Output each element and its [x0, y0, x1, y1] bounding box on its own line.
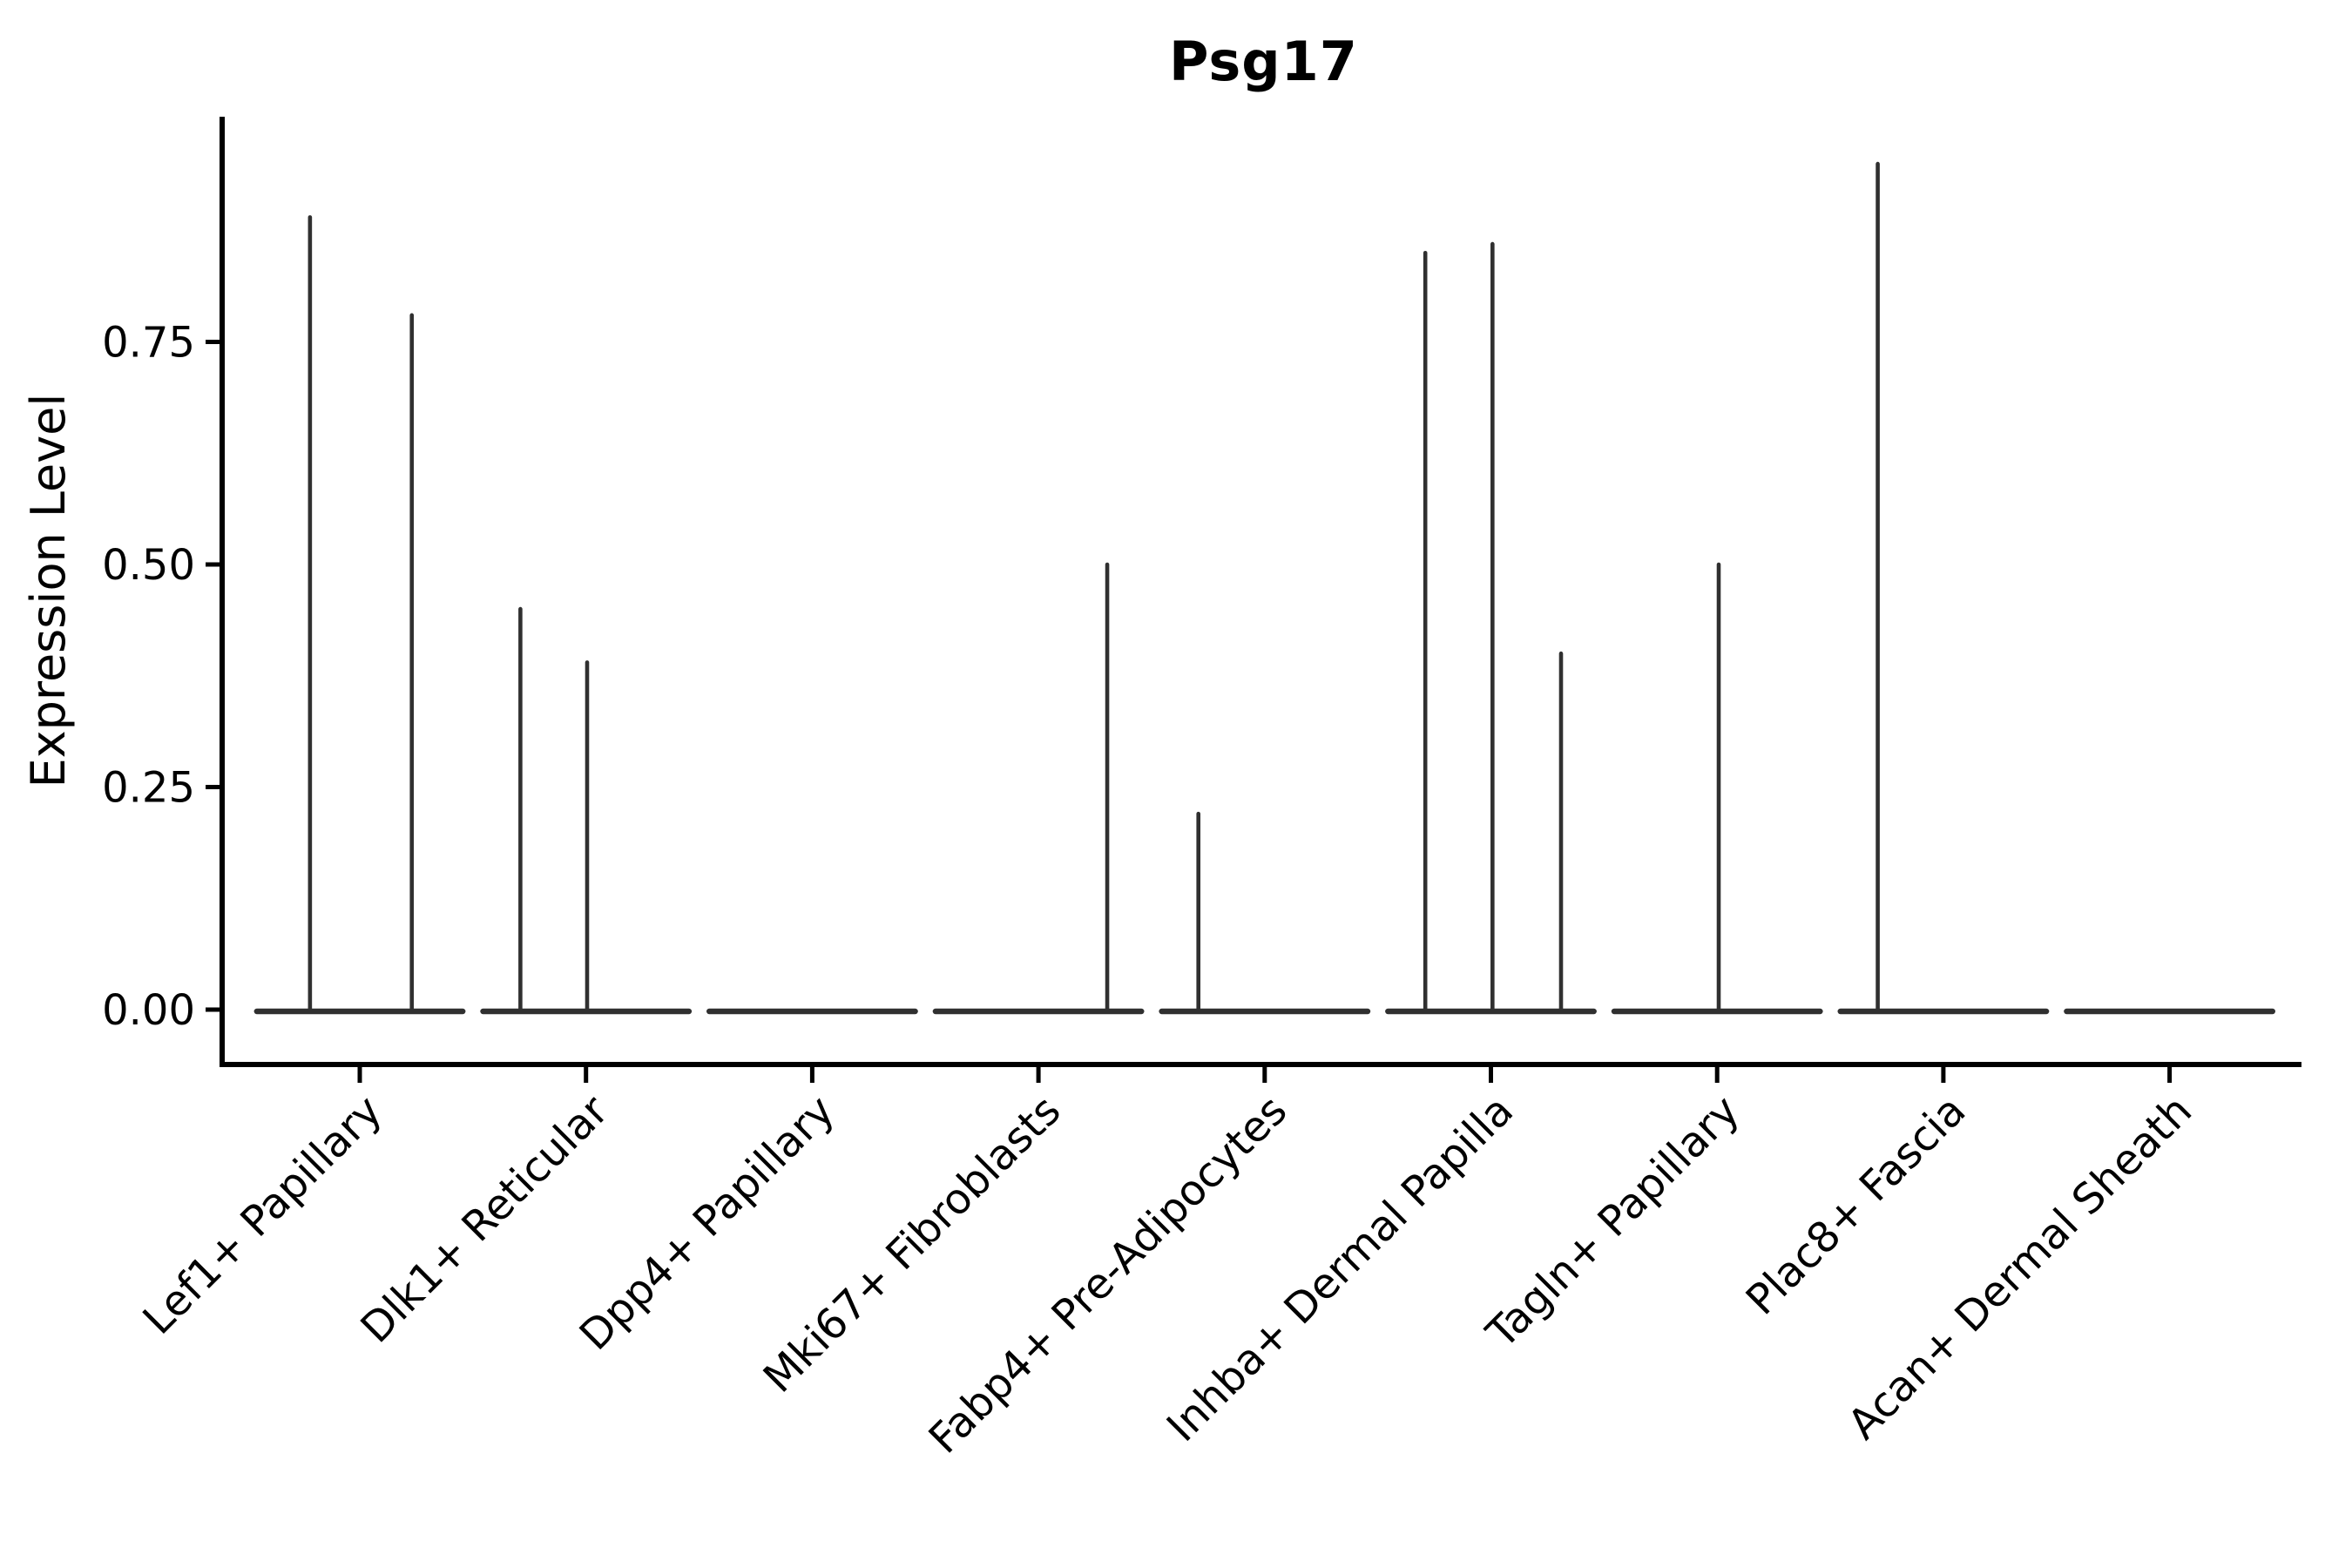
y-axis-title: Expression Level	[21, 394, 76, 788]
x-axis-label: Lef1+ Papillary	[134, 1086, 392, 1344]
x-axis-label: Dlk1+ Reticular	[352, 1086, 618, 1353]
y-tick-label: 0.75	[102, 318, 195, 367]
y-tick-label: 0.50	[102, 541, 195, 590]
x-axis-label: Plac8+ Fascia	[1737, 1086, 1976, 1325]
chart-title: Psg17	[1169, 30, 1358, 93]
y-tick-label: 0.25	[102, 763, 195, 812]
x-axis-label: Tagln+ Papillary	[1477, 1086, 1748, 1358]
y-tick-label: 0.00	[102, 986, 195, 1035]
x-axis-label: Fabp4+ Pre-Adipocytes	[920, 1086, 1297, 1463]
